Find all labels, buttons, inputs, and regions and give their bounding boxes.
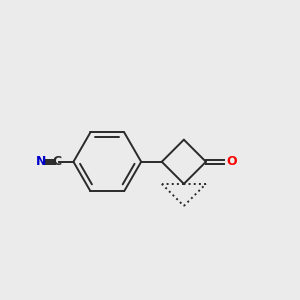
Text: O: O [226, 155, 237, 168]
Text: N: N [36, 155, 46, 168]
Text: C: C [53, 155, 62, 168]
